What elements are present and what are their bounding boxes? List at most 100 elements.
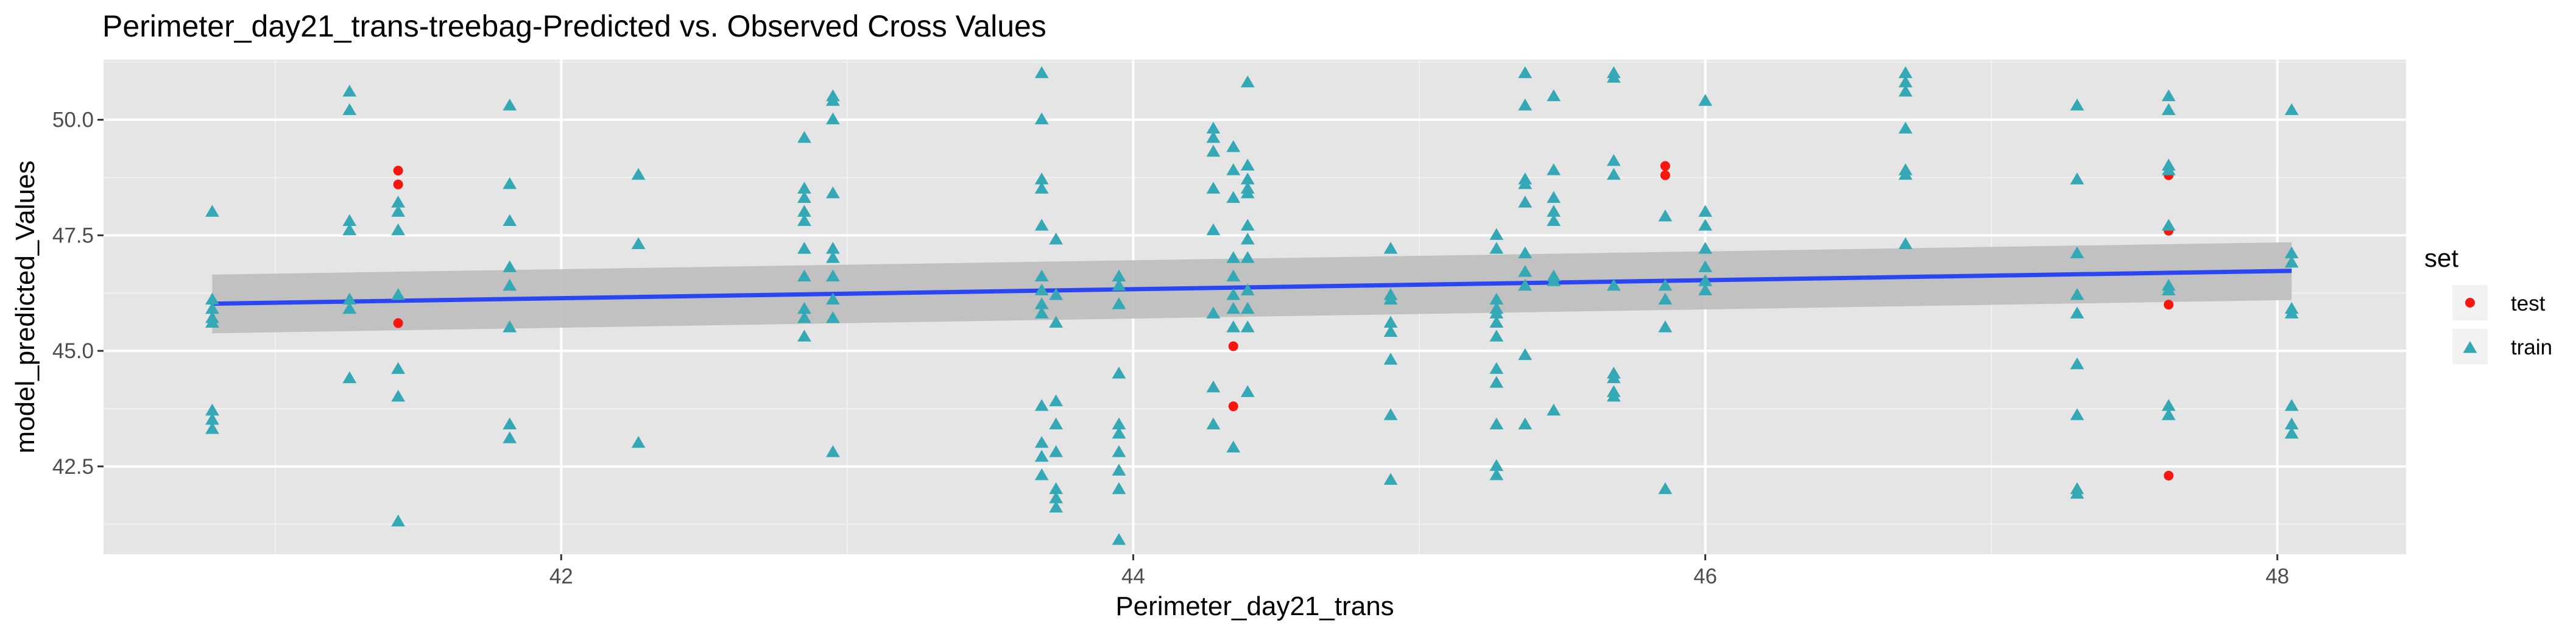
data-point-train bbox=[825, 445, 840, 457]
data-point-train bbox=[1034, 449, 1049, 462]
data-point-train bbox=[797, 191, 811, 203]
data-point-train bbox=[1049, 394, 1064, 407]
data-point-train bbox=[1206, 131, 1221, 143]
data-point-train bbox=[1226, 440, 1241, 453]
data-point-train bbox=[1489, 315, 1504, 328]
data-point-train bbox=[503, 177, 517, 189]
data-point-test bbox=[393, 179, 403, 189]
legend-glyph-train bbox=[2463, 341, 2477, 353]
data-point-train bbox=[1206, 417, 1221, 429]
data-point-train bbox=[342, 292, 357, 305]
data-point-train bbox=[2070, 357, 2084, 370]
data-point-train bbox=[503, 278, 517, 291]
data-point-train bbox=[1489, 362, 1504, 374]
legend-glyphs bbox=[2463, 298, 2477, 353]
data-point-train bbox=[2070, 98, 2084, 111]
data-point-train bbox=[1383, 315, 1398, 328]
data-point-train bbox=[342, 301, 357, 314]
data-point-train bbox=[1383, 292, 1398, 305]
data-point-train bbox=[1606, 167, 1621, 180]
data-point-test bbox=[393, 318, 403, 328]
data-point-train bbox=[1698, 205, 1712, 217]
data-point-train bbox=[1489, 306, 1504, 319]
data-point-train bbox=[1112, 417, 1126, 429]
data-point-train bbox=[1898, 237, 1913, 249]
data-point-train bbox=[1206, 306, 1221, 319]
data-point-train bbox=[503, 214, 517, 227]
data-point-train bbox=[797, 242, 811, 254]
points-layer bbox=[205, 66, 2299, 545]
data-point-train bbox=[1112, 463, 1126, 476]
data-point-train bbox=[2070, 306, 2084, 319]
data-point-train bbox=[503, 320, 517, 333]
data-point-train bbox=[1049, 491, 1064, 504]
data-point-train bbox=[797, 205, 811, 217]
data-point-train bbox=[1658, 320, 1673, 333]
data-point-train bbox=[1606, 371, 1621, 384]
data-point-train bbox=[1112, 445, 1126, 457]
data-point-train bbox=[2161, 103, 2176, 115]
data-point-train bbox=[1034, 468, 1049, 481]
legend-label-test: test bbox=[2511, 292, 2546, 315]
data-point-train bbox=[1049, 482, 1064, 495]
data-point-test bbox=[1660, 170, 1670, 180]
data-point-train bbox=[1112, 278, 1126, 291]
data-point-test bbox=[2164, 470, 2174, 481]
data-point-train bbox=[1547, 89, 1561, 102]
data-point-train bbox=[825, 186, 840, 199]
x-tick-label: 44 bbox=[1121, 565, 1145, 588]
data-point-train bbox=[1489, 459, 1504, 471]
data-point-train bbox=[1226, 251, 1241, 263]
data-point-train bbox=[1049, 288, 1064, 300]
data-point-train bbox=[1518, 98, 1533, 111]
data-point-train bbox=[1240, 251, 1255, 263]
data-point-train bbox=[1489, 329, 1504, 342]
y-axis-title: model_predicted_Values bbox=[10, 160, 40, 453]
data-point-train bbox=[1206, 144, 1221, 157]
data-point-train bbox=[1383, 473, 1398, 485]
data-point-train bbox=[2070, 487, 2084, 499]
data-point-train bbox=[631, 435, 646, 448]
data-point-train bbox=[1112, 482, 1126, 495]
data-point-train bbox=[342, 85, 357, 97]
chart-title: Perimeter_day21_trans-treebag-Predicted … bbox=[102, 9, 1046, 43]
data-point-train bbox=[1240, 172, 1255, 185]
data-point-train bbox=[1698, 94, 1712, 106]
data-point-train bbox=[205, 205, 219, 217]
data-point-train bbox=[2070, 408, 2084, 420]
data-point-train bbox=[391, 362, 406, 374]
data-point-train bbox=[1658, 292, 1673, 305]
data-point-train bbox=[1226, 163, 1241, 175]
data-point-train bbox=[342, 214, 357, 227]
data-point-train bbox=[2284, 255, 2299, 268]
data-point-train bbox=[1518, 195, 1533, 208]
data-point-train bbox=[631, 167, 646, 180]
y-axis: 42.5 45.0 47.5 50.0 bbox=[52, 108, 104, 479]
data-point-train bbox=[2161, 408, 2176, 420]
data-point-train bbox=[1547, 205, 1561, 217]
data-point-train bbox=[2284, 306, 2299, 319]
x-axis: 42 44 46 48 bbox=[549, 554, 2289, 588]
data-point-train bbox=[1112, 426, 1126, 439]
data-point-train bbox=[1547, 163, 1561, 175]
data-point-train bbox=[1034, 172, 1049, 185]
data-point-train bbox=[342, 371, 357, 384]
data-point-train bbox=[1112, 533, 1126, 545]
data-point-train bbox=[2284, 426, 2299, 439]
data-point-train bbox=[1383, 325, 1398, 337]
data-point-train bbox=[503, 431, 517, 443]
data-point-train bbox=[1898, 66, 1913, 79]
data-point-train bbox=[825, 251, 840, 263]
data-point-test bbox=[393, 166, 403, 176]
trend-line bbox=[212, 269, 2292, 306]
data-point-train bbox=[205, 422, 219, 434]
data-point-train bbox=[1489, 228, 1504, 240]
data-point-train bbox=[1034, 435, 1049, 448]
data-point-train bbox=[797, 181, 811, 194]
data-point-train bbox=[391, 205, 406, 217]
data-point-train bbox=[2070, 172, 2084, 185]
data-point-train bbox=[342, 103, 357, 115]
y-tick-label: 45.0 bbox=[52, 339, 94, 363]
data-point-train bbox=[1489, 292, 1504, 305]
